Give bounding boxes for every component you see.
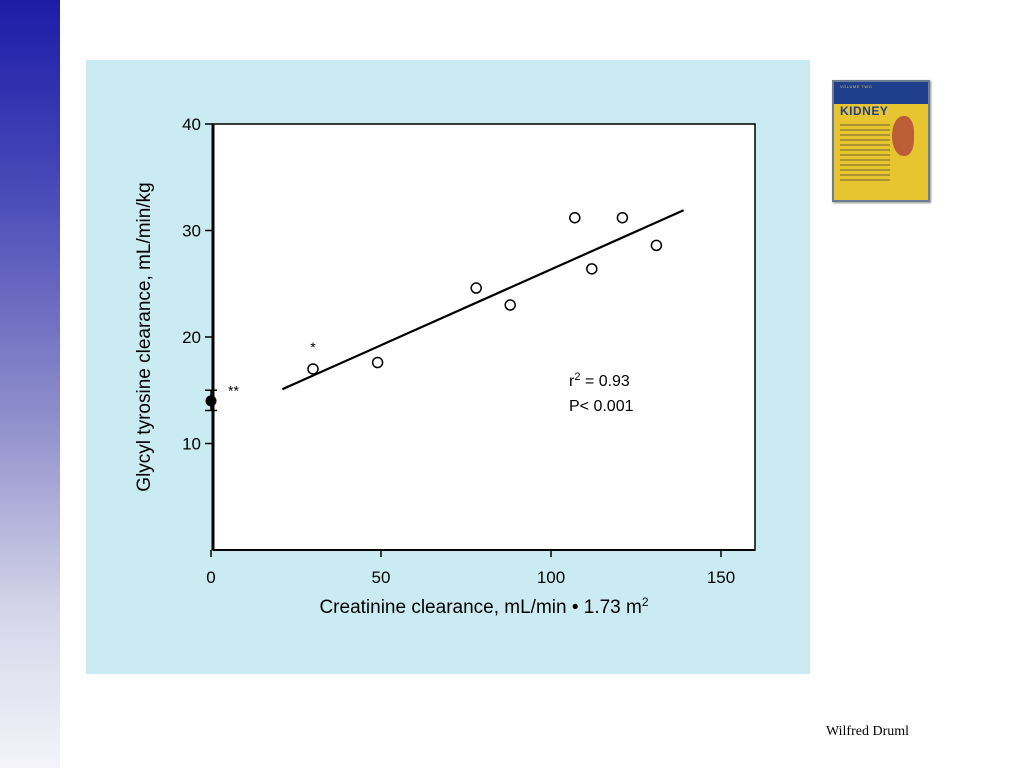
data-point-0 <box>307 363 319 375</box>
r-squared-sup: 2 <box>574 371 580 383</box>
x-axis-label: Creatinine clearance, mL/min • 1.73 m2 <box>319 595 648 618</box>
data-point-3 <box>504 299 516 311</box>
side-gradient-bar <box>0 0 60 768</box>
x-axis-label-sup: 2 <box>642 595 649 609</box>
y-tick-label-2: 30 <box>182 222 201 241</box>
chart-panel: 0 50 100 150 10 20 30 40 * ** Creatinine clearan… <box>86 60 810 674</box>
book-cover-band: VOLUME TWO <box>834 82 928 104</box>
x-tick-label-0: 0 <box>206 568 215 587</box>
filled-data-point <box>205 395 217 407</box>
r-squared-text: r2 = 0.93 <box>569 371 630 390</box>
author-name: Wilfred Druml <box>826 724 910 739</box>
x-tick-label-1: 50 <box>372 568 391 587</box>
y-axis-label: Glycyl tyrosine clearance, mL/min/kg <box>134 182 155 491</box>
book-cover-image: VOLUME TWO KIDNEY <box>832 80 930 202</box>
book-title: KIDNEY <box>840 104 889 118</box>
y-tick-label-3: 40 <box>182 115 201 134</box>
book-cover-lines <box>840 124 890 184</box>
data-point-4 <box>569 211 581 224</box>
x-tick-label-3: 150 <box>707 568 735 587</box>
annotation-0: * <box>310 339 316 355</box>
plot-area <box>212 123 756 551</box>
data-point-5 <box>586 263 598 275</box>
annotation-1: ** <box>228 383 239 399</box>
data-point-7 <box>650 239 663 252</box>
data-point-6 <box>616 211 629 224</box>
y-tick-label-1: 20 <box>182 328 201 347</box>
data-point-2 <box>470 282 482 294</box>
regression-line <box>281 209 685 391</box>
kidney-illustration <box>892 116 914 156</box>
p-value-text: P< 0.001 <box>569 398 634 415</box>
x-tick-label-2: 100 <box>537 568 565 587</box>
book-band-text: VOLUME TWO <box>840 84 873 89</box>
data-point-1 <box>371 356 384 369</box>
y-tick-label-0: 10 <box>182 435 201 454</box>
